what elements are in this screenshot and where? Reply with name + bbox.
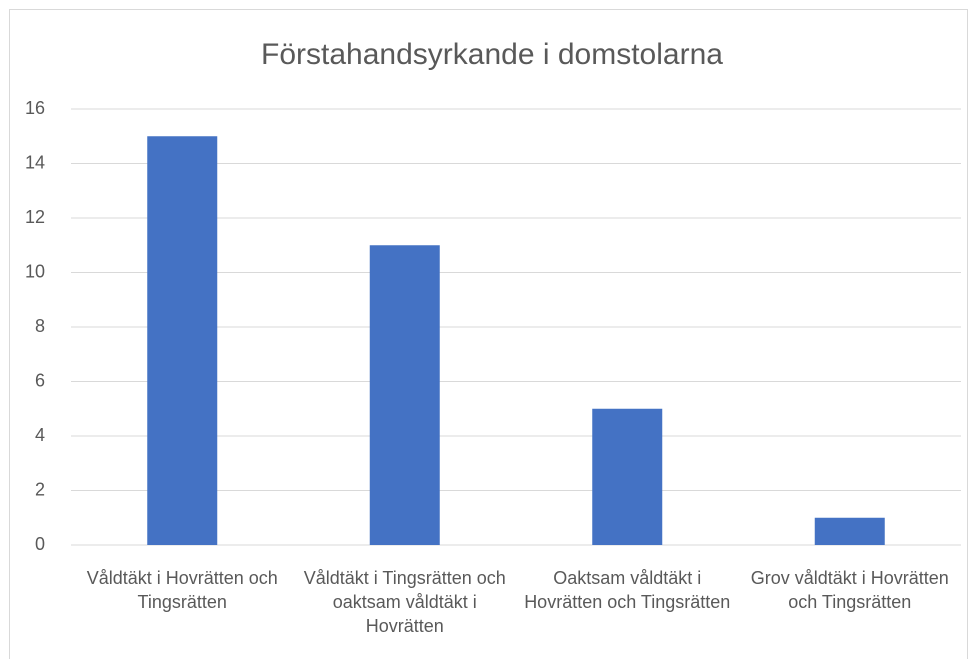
chart-title: Förstahandsyrkande i domstolarna [261,38,723,71]
bar [814,517,885,545]
y-tick-label: 0 [35,534,45,554]
y-tick-label: 2 [35,479,45,499]
y-tick-label: 4 [35,425,45,445]
y-tick-label: 10 [25,261,45,281]
x-tick-label: Våldtäkt i Hovrätten och Tingsrätten [86,568,278,612]
y-tick-label: 14 [25,152,45,172]
y-tick-label: 6 [35,370,45,390]
bar [147,136,218,545]
x-tick-label: Grov våldtäkt i Hovrätten och Tingsrätte… [750,568,949,612]
chart-border [9,9,968,659]
y-tick-label: 12 [25,207,45,227]
x-tick-label: Våldtäkt i Tingsrätten och oaktsam våldt… [303,568,506,636]
y-tick-label: 16 [25,98,45,118]
bar [592,408,663,545]
bar [369,245,440,545]
x-tick-label: Oaktsam våldtäkt i Hovrätten och Tingsrä… [524,568,731,612]
y-tick-label: 8 [35,316,45,336]
